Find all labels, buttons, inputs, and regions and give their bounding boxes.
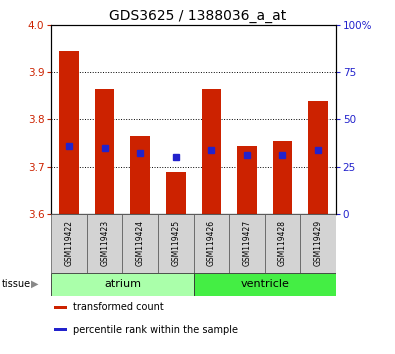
Text: atrium: atrium — [104, 279, 141, 289]
Text: GSM119423: GSM119423 — [100, 220, 109, 267]
Text: GSM119426: GSM119426 — [207, 220, 216, 267]
Bar — [87, 214, 122, 273]
Text: GSM119429: GSM119429 — [314, 220, 322, 267]
Bar — [265, 214, 300, 273]
Text: transformed count: transformed count — [73, 302, 164, 313]
Bar — [51, 214, 87, 273]
Bar — [229, 214, 265, 273]
Bar — [237, 145, 257, 214]
Text: GSM119427: GSM119427 — [243, 220, 251, 267]
Bar — [308, 101, 328, 214]
Text: ▶: ▶ — [31, 279, 38, 289]
Bar — [166, 172, 186, 214]
Bar — [54, 328, 67, 331]
Bar — [59, 51, 79, 214]
Bar — [54, 306, 67, 309]
Bar — [194, 273, 336, 296]
Text: GSM119428: GSM119428 — [278, 221, 287, 266]
Bar — [273, 141, 292, 214]
Text: percentile rank within the sample: percentile rank within the sample — [73, 325, 238, 335]
Text: GSM119425: GSM119425 — [171, 220, 180, 267]
Bar — [201, 89, 221, 214]
Bar — [51, 273, 194, 296]
Text: GDS3625 / 1388036_a_at: GDS3625 / 1388036_a_at — [109, 9, 286, 23]
Bar — [95, 89, 115, 214]
Text: GSM119422: GSM119422 — [65, 221, 73, 266]
Bar — [158, 214, 194, 273]
Bar — [300, 214, 336, 273]
Text: GSM119424: GSM119424 — [136, 220, 145, 267]
Bar — [194, 214, 229, 273]
Bar — [122, 214, 158, 273]
Text: tissue: tissue — [2, 279, 31, 289]
Text: ventricle: ventricle — [240, 279, 289, 289]
Bar — [130, 136, 150, 214]
